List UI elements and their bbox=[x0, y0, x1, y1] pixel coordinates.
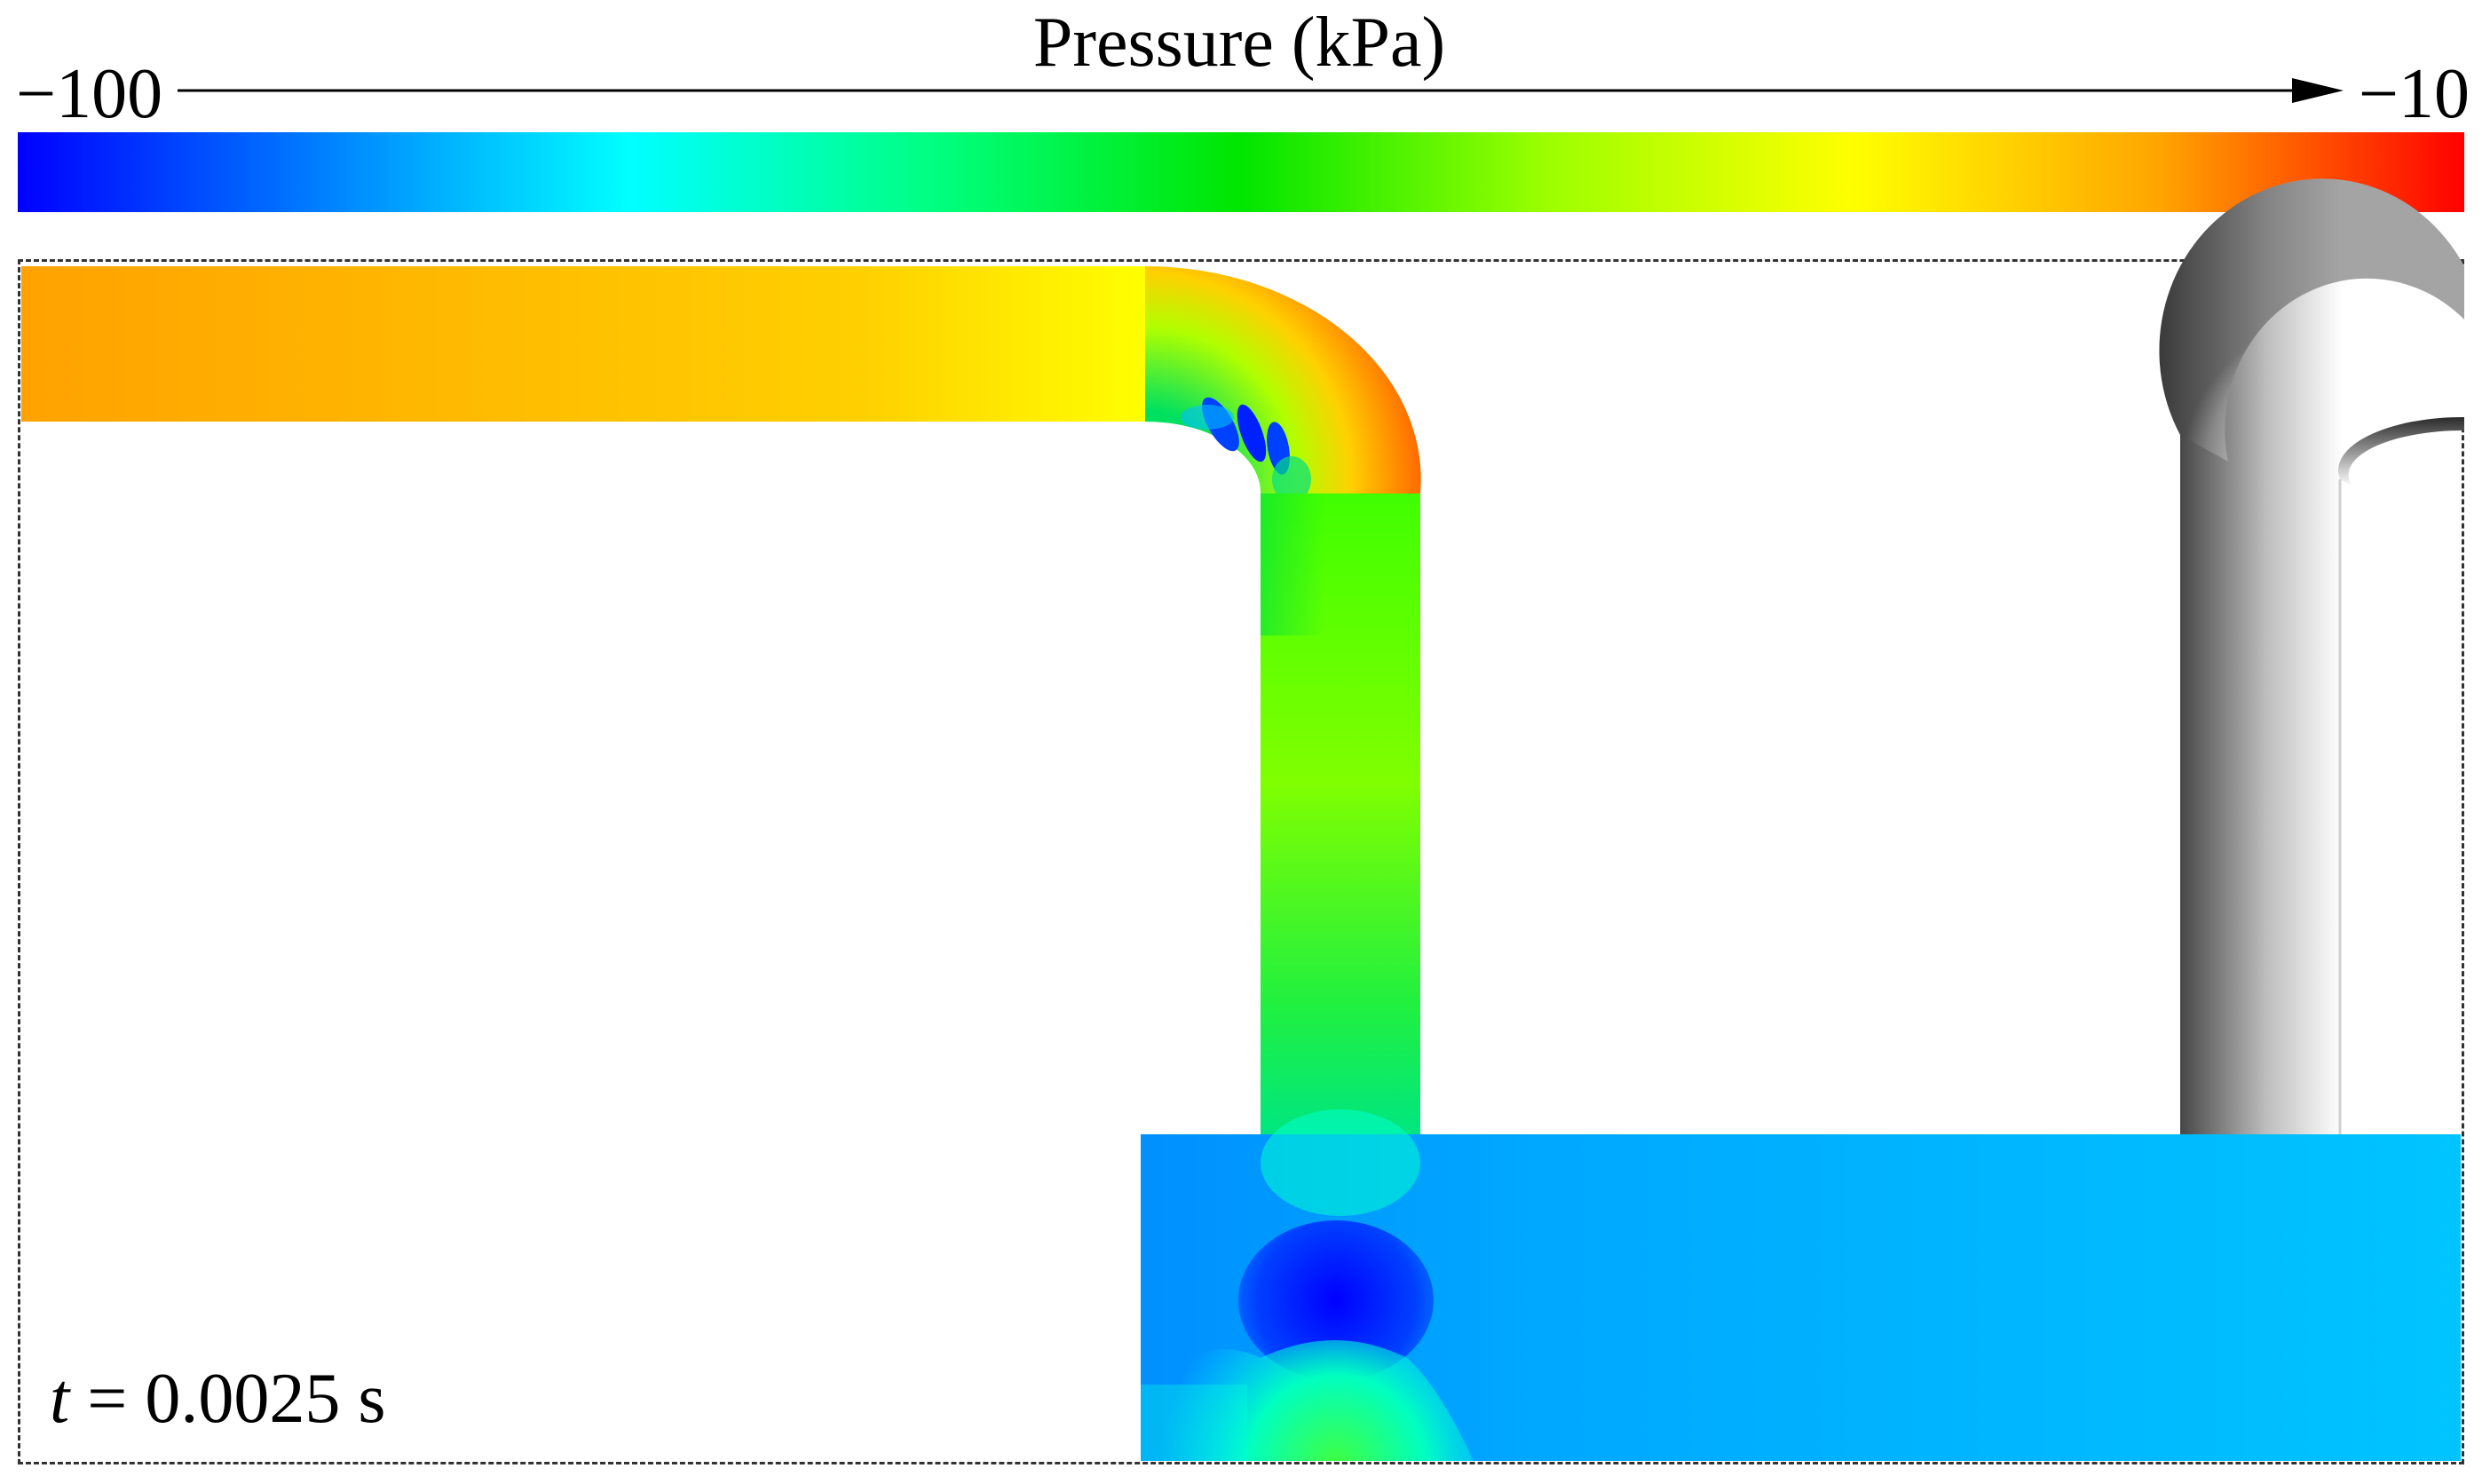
colorbar-title: Pressure (kPa) bbox=[1032, 4, 1446, 82]
time-equals: = bbox=[69, 1360, 146, 1438]
vortex-core bbox=[1238, 1220, 1434, 1380]
colorbar-gradient bbox=[18, 132, 2464, 212]
simulation-panel bbox=[18, 259, 2464, 1464]
colorbar-arrow bbox=[178, 78, 2344, 103]
inlet-pipe bbox=[21, 266, 1145, 422]
time-value: 0.0025 s bbox=[145, 1360, 386, 1438]
time-variable: t bbox=[50, 1360, 70, 1438]
time-label: t = 0.0025 s bbox=[50, 1356, 386, 1441]
colorbar-max-label: −10 bbox=[2358, 55, 2470, 133]
outlet-pipe bbox=[2159, 178, 2464, 1134]
colorbar-min-label: −100 bbox=[16, 55, 163, 133]
bend-vortices bbox=[1181, 397, 1311, 502]
pipe-bend bbox=[1145, 265, 1421, 493]
jet-region bbox=[1141, 1340, 1474, 1461]
